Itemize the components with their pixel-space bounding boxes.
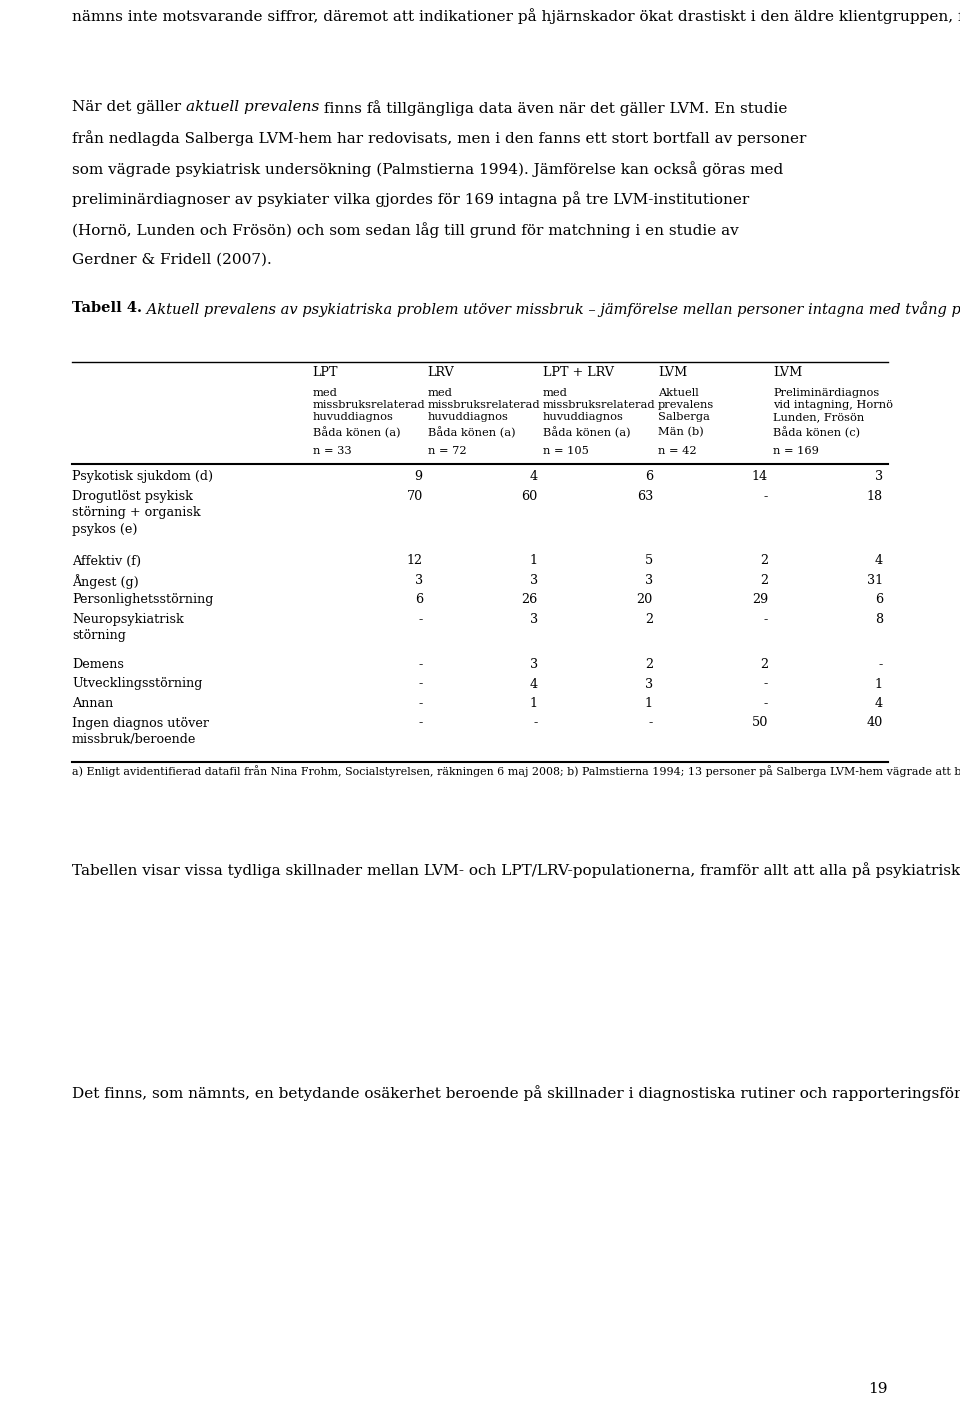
Text: 3: 3 bbox=[875, 471, 883, 484]
Text: med
missbruksrelaterad
huvuddiagnos: med missbruksrelaterad huvuddiagnos bbox=[542, 389, 656, 423]
Text: n = 169: n = 169 bbox=[773, 447, 819, 457]
Text: 26: 26 bbox=[521, 594, 538, 607]
Text: Ingen diagnos utöver
missbruk/beroende: Ingen diagnos utöver missbruk/beroende bbox=[72, 716, 209, 746]
Text: (Hornö, Lunden och Frösön) och som sedan låg till grund för matchning i en studi: (Hornö, Lunden och Frösön) och som sedan… bbox=[72, 223, 739, 238]
Text: n = 105: n = 105 bbox=[542, 447, 588, 457]
Text: Demens: Demens bbox=[72, 658, 124, 671]
Text: Gerdner & Fridell (2007).: Gerdner & Fridell (2007). bbox=[72, 252, 272, 267]
Text: Båda könen (a): Båda könen (a) bbox=[313, 427, 400, 438]
Text: -: - bbox=[649, 716, 653, 729]
Text: Båda könen (c): Båda könen (c) bbox=[773, 427, 860, 438]
Text: Personlighetsstörning: Personlighetsstörning bbox=[72, 594, 213, 607]
Text: Båda könen (a): Båda könen (a) bbox=[542, 427, 631, 438]
Text: a) Enligt avidentifierad datafil från Nina Frohm, Socialstyrelsen, räkningen 6 m: a) Enligt avidentifierad datafil från Ni… bbox=[72, 766, 960, 777]
Text: 4: 4 bbox=[530, 471, 538, 484]
Text: -: - bbox=[764, 678, 768, 691]
Text: 1: 1 bbox=[530, 554, 538, 567]
Text: Båda könen (a): Båda könen (a) bbox=[428, 427, 516, 438]
Text: Tabell 4.: Tabell 4. bbox=[72, 301, 142, 315]
Text: Tabellen visar vissa tydliga skillnader mellan LVM- och LPT/LRV-populationerna, : Tabellen visar vissa tydliga skillnader … bbox=[72, 862, 960, 878]
Text: LPT + LRV: LPT + LRV bbox=[542, 366, 613, 379]
Text: 2: 2 bbox=[759, 658, 768, 671]
Text: 14: 14 bbox=[752, 471, 768, 484]
Text: Annan: Annan bbox=[72, 698, 113, 710]
Text: -: - bbox=[534, 716, 538, 729]
Text: -: - bbox=[764, 613, 768, 625]
Text: finns få tillgängliga data även när det gäller LVM. En studie: finns få tillgängliga data även när det … bbox=[320, 101, 788, 116]
Text: 70: 70 bbox=[406, 491, 422, 503]
Text: Neuropsykiatrisk
störning: Neuropsykiatrisk störning bbox=[72, 613, 183, 642]
Text: 63: 63 bbox=[636, 491, 653, 503]
Text: När det gäller: När det gäller bbox=[72, 101, 186, 113]
Text: 1: 1 bbox=[875, 678, 883, 691]
Text: 1: 1 bbox=[530, 698, 538, 710]
Text: 31: 31 bbox=[867, 574, 883, 587]
Text: 19: 19 bbox=[869, 1383, 888, 1395]
Text: 50: 50 bbox=[752, 716, 768, 729]
Text: LPT: LPT bbox=[313, 366, 338, 379]
Text: Män (b): Män (b) bbox=[658, 427, 704, 437]
Text: Psykotisk sjukdom (d): Psykotisk sjukdom (d) bbox=[72, 471, 213, 484]
Text: 3: 3 bbox=[415, 574, 422, 587]
Text: 9: 9 bbox=[415, 471, 422, 484]
Text: 4: 4 bbox=[530, 678, 538, 691]
Text: -: - bbox=[419, 716, 422, 729]
Text: Ångest (g): Ångest (g) bbox=[72, 574, 139, 588]
Text: 1: 1 bbox=[645, 698, 653, 710]
Text: 40: 40 bbox=[867, 716, 883, 729]
Text: 4: 4 bbox=[875, 554, 883, 567]
Text: 4: 4 bbox=[875, 698, 883, 710]
Text: n = 33: n = 33 bbox=[313, 447, 351, 457]
Text: LRV: LRV bbox=[428, 366, 454, 379]
Text: Aktuell prevalens av psykiatriska problem utöver missbruk – jämförelse mellan pe: Aktuell prevalens av psykiatriska proble… bbox=[142, 301, 960, 316]
Text: Utvecklingsstörning: Utvecklingsstörning bbox=[72, 678, 203, 691]
Text: 3: 3 bbox=[530, 613, 538, 625]
Text: med
missbruksrelaterad
huvuddiagnos: med missbruksrelaterad huvuddiagnos bbox=[428, 389, 540, 423]
Text: preliminärdiagnoser av psykiater vilka gjordes för 169 intagna på tre LVM-instit: preliminärdiagnoser av psykiater vilka g… bbox=[72, 191, 749, 207]
Text: 20: 20 bbox=[636, 594, 653, 607]
Text: -: - bbox=[764, 491, 768, 503]
Text: -: - bbox=[419, 658, 422, 671]
Text: 6: 6 bbox=[645, 471, 653, 484]
Text: som vägrade psykiatrisk undersökning (Palmstierna 1994). Jämförelse kan också gö: som vägrade psykiatrisk undersökning (Pa… bbox=[72, 162, 783, 177]
Text: -: - bbox=[419, 613, 422, 625]
Text: från nedlagda Salberga LVM-hem har redovisats, men i den fanns ett stort bortfal: från nedlagda Salberga LVM-hem har redov… bbox=[72, 130, 806, 146]
Text: 2: 2 bbox=[759, 554, 768, 567]
Text: LVM: LVM bbox=[658, 366, 687, 379]
Text: 29: 29 bbox=[752, 594, 768, 607]
Text: 2: 2 bbox=[645, 658, 653, 671]
Text: 18: 18 bbox=[867, 491, 883, 503]
Text: 60: 60 bbox=[521, 491, 538, 503]
Text: aktuell prevalens: aktuell prevalens bbox=[186, 101, 320, 113]
Text: 3: 3 bbox=[530, 574, 538, 587]
Text: nämns inte motsvarande siffror, däremot att indikationer på hjärnskador ökat dra: nämns inte motsvarande siffror, däremot … bbox=[72, 9, 960, 24]
Text: 3: 3 bbox=[645, 574, 653, 587]
Text: 3: 3 bbox=[645, 678, 653, 691]
Text: -: - bbox=[419, 678, 422, 691]
Text: Drogutlöst psykisk
störning + organisk
psykos (e): Drogutlöst psykisk störning + organisk p… bbox=[72, 491, 201, 536]
Text: 12: 12 bbox=[407, 554, 422, 567]
Text: 3: 3 bbox=[530, 658, 538, 671]
Text: -: - bbox=[419, 698, 422, 710]
Text: Det finns, som nämnts, en betydande osäkerhet beroende på skillnader i diagnosti: Det finns, som nämnts, en betydande osäk… bbox=[72, 1086, 960, 1102]
Text: 6: 6 bbox=[415, 594, 422, 607]
Text: Preliminärdiagnos
vid intagning, Hornö
Lunden, Frösön: Preliminärdiagnos vid intagning, Hornö L… bbox=[773, 389, 893, 423]
Text: Aktuell
prevalens
Salberga: Aktuell prevalens Salberga bbox=[658, 389, 714, 423]
Text: Affektiv (f): Affektiv (f) bbox=[72, 554, 141, 567]
Text: n = 72: n = 72 bbox=[428, 447, 467, 457]
Text: 6: 6 bbox=[875, 594, 883, 607]
Text: n = 42: n = 42 bbox=[658, 447, 697, 457]
Text: 2: 2 bbox=[759, 574, 768, 587]
Text: 5: 5 bbox=[644, 554, 653, 567]
Text: med
missbruksrelaterad
huvuddiagnos: med missbruksrelaterad huvuddiagnos bbox=[313, 389, 425, 423]
Text: -: - bbox=[764, 698, 768, 710]
Text: 8: 8 bbox=[875, 613, 883, 625]
Text: 2: 2 bbox=[645, 613, 653, 625]
Text: -: - bbox=[878, 658, 883, 671]
Text: LVM: LVM bbox=[773, 366, 803, 379]
